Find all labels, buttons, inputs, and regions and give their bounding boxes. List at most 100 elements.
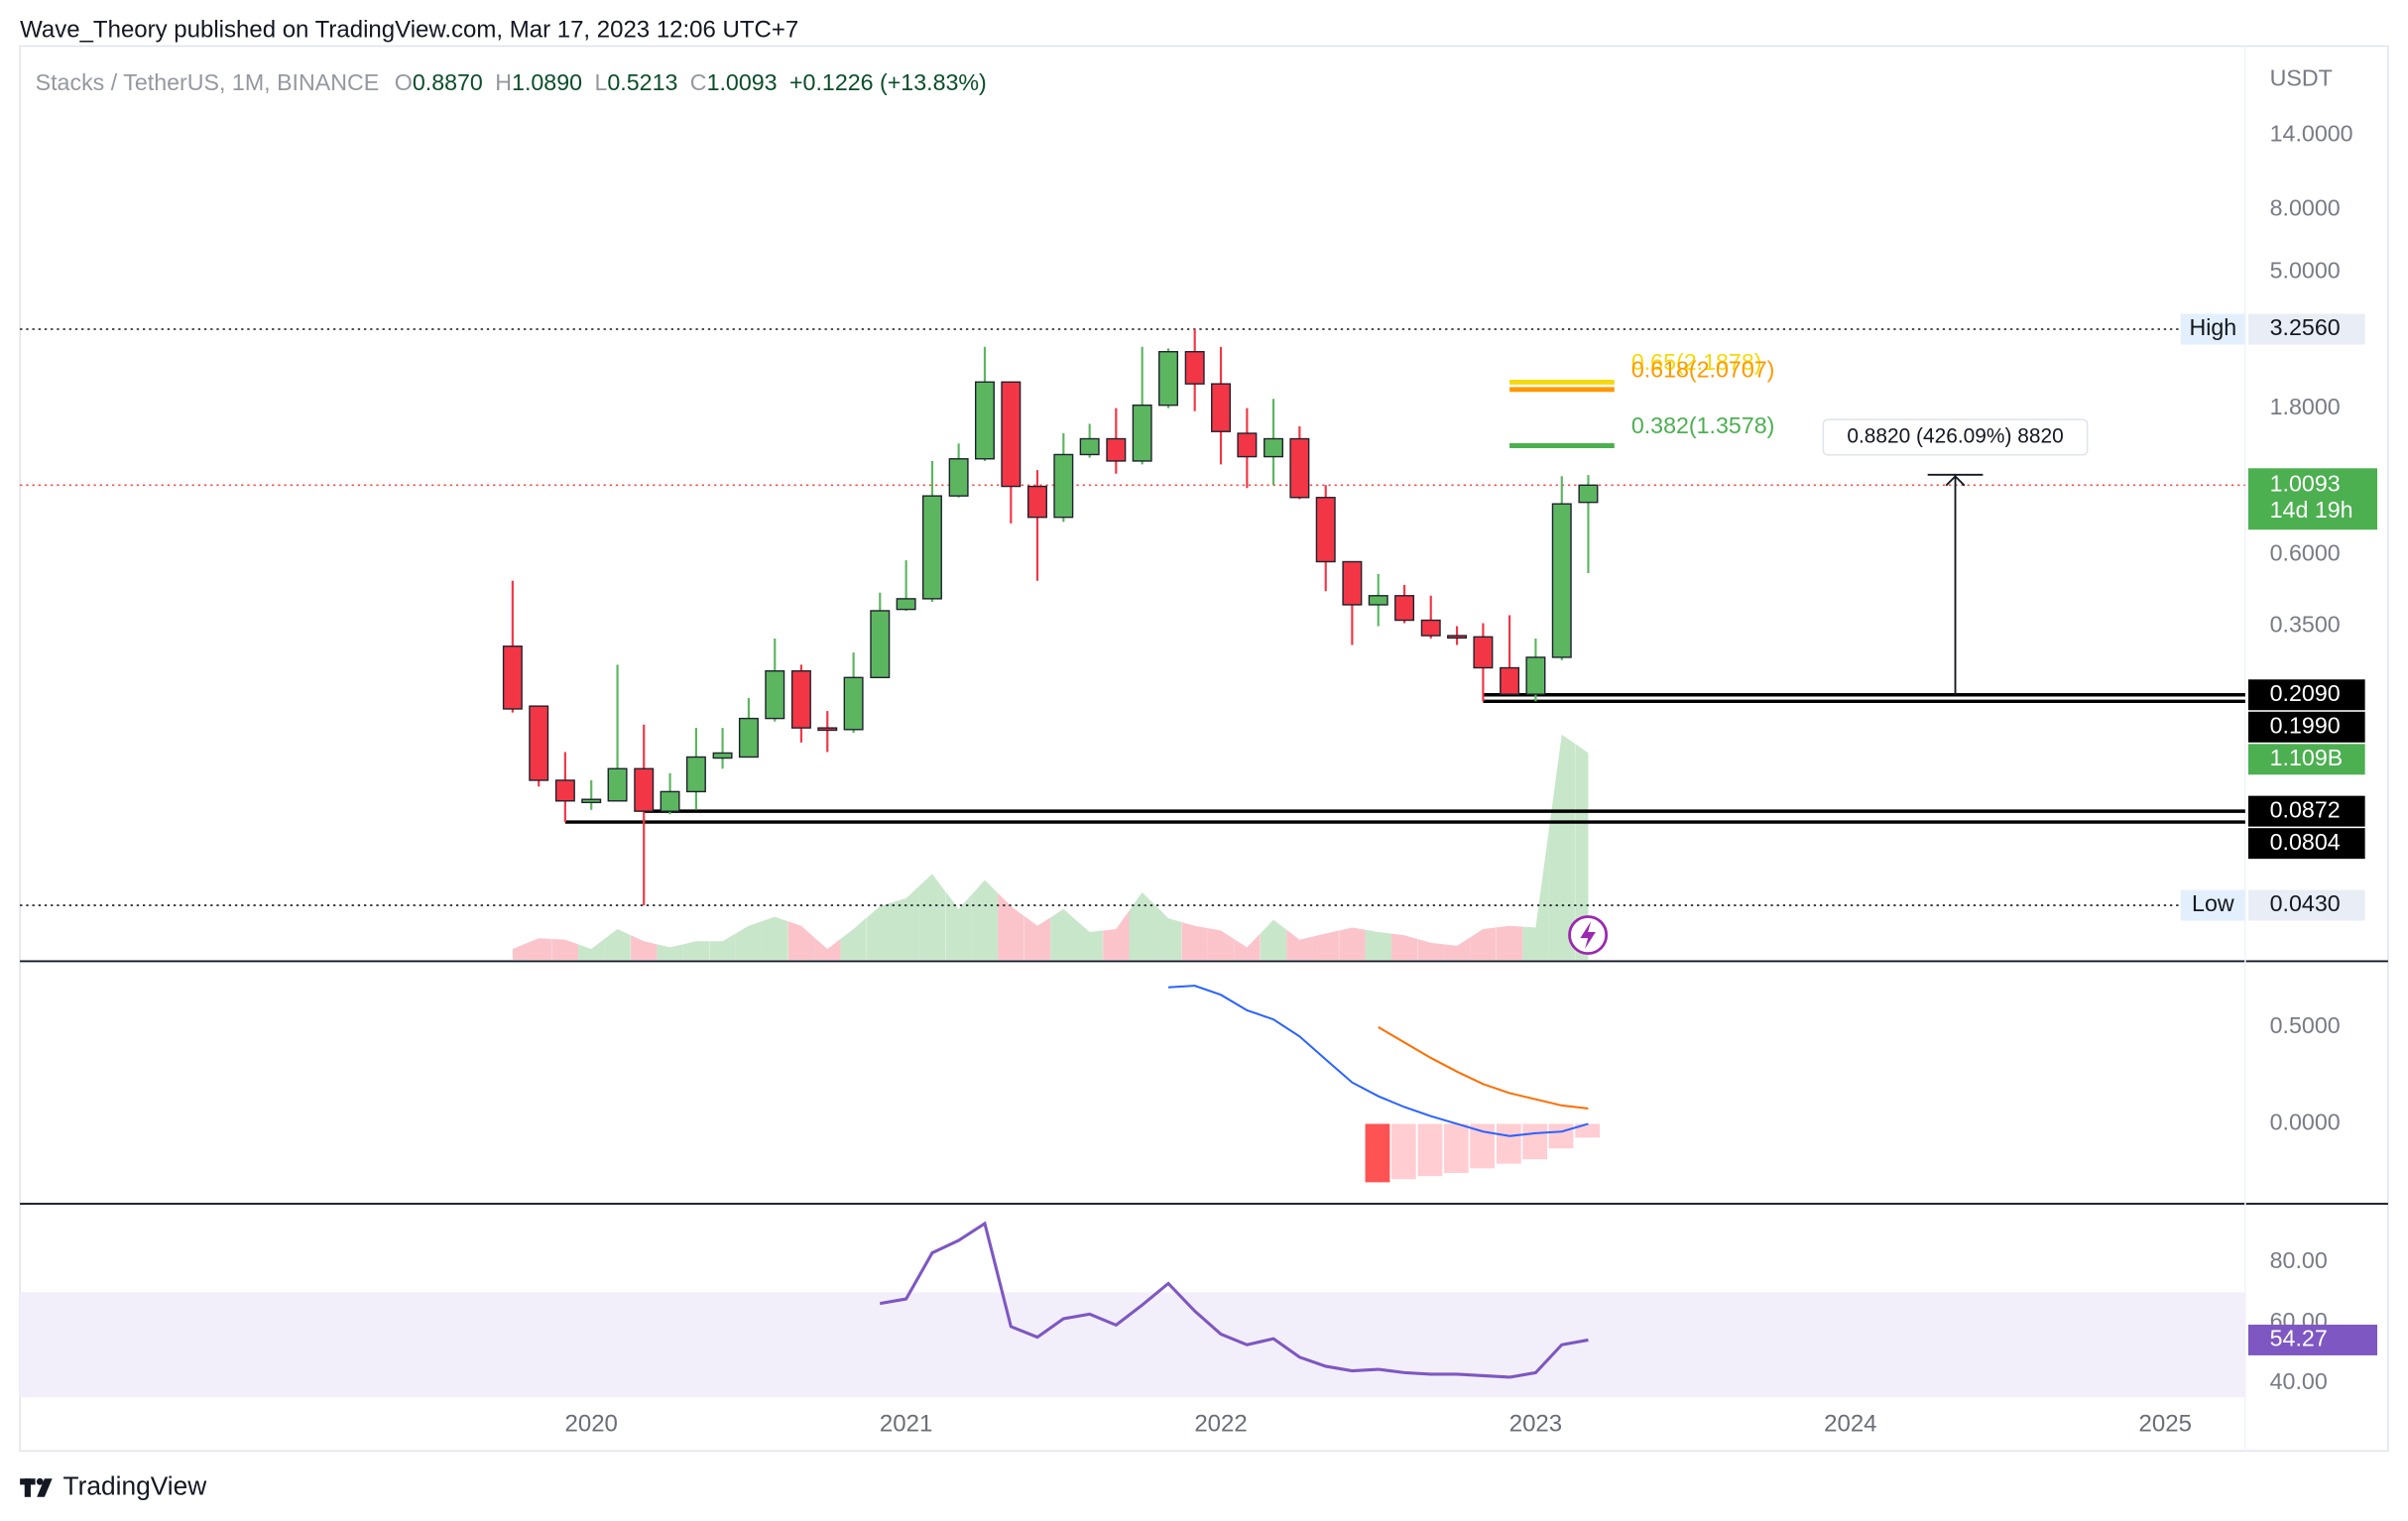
macd-histogram-bar <box>1417 1123 1443 1177</box>
volume-area <box>578 939 605 960</box>
footer-logo <box>20 1477 53 1497</box>
ohlc-value: 1.0890 <box>512 69 582 95</box>
volume-area <box>657 944 683 960</box>
event-bolt <box>1580 921 1596 949</box>
volume-area <box>893 885 919 960</box>
x-tick-label: 2023 <box>1509 1410 1562 1437</box>
level-name: Low <box>2192 890 2234 916</box>
ohlc-value: 0.8870 <box>413 69 483 95</box>
volume-area <box>1129 891 1155 960</box>
candle-body <box>1026 485 1047 519</box>
measure-arrow <box>1945 475 1966 487</box>
y-tick-label: 0.3500 <box>2270 612 2341 638</box>
x-tick-label: 2022 <box>1194 1410 1247 1437</box>
candle-body <box>634 767 655 812</box>
publisher: Wave_Theory published on TradingView.com… <box>20 16 798 43</box>
candle-body <box>1237 432 1258 458</box>
volume-area <box>945 891 972 960</box>
ohlc-key: O <box>395 69 413 95</box>
candle-body <box>1500 666 1520 695</box>
volume-area <box>1286 929 1313 960</box>
candle-body <box>921 495 942 600</box>
volume-area <box>971 879 999 960</box>
measure-label: 0.8820 (426.09%) 8820 <box>1847 424 2063 447</box>
brand: TradingView <box>62 1470 207 1500</box>
macd-histogram-bar <box>1390 1123 1416 1180</box>
macd-histogram-bar <box>1443 1123 1469 1174</box>
candle-body <box>581 798 602 804</box>
volume-area <box>735 921 763 960</box>
candle-body <box>660 790 680 812</box>
candle-body <box>948 458 969 497</box>
logo-part <box>24 1478 31 1497</box>
candle-body <box>843 676 864 731</box>
current-price-tag <box>2247 468 2378 530</box>
volume-area <box>1390 933 1418 960</box>
axis-unit: USDT <box>2270 65 2333 91</box>
candle-body <box>1079 437 1100 456</box>
volume-area <box>1417 939 1444 960</box>
fib-label: 0.65(2.1878) <box>1631 349 1762 375</box>
volume-area <box>526 938 552 960</box>
volume-area <box>1076 920 1103 960</box>
fib-label: 0.618(2.0707) <box>1631 356 1775 382</box>
ohlc-value: 1.0093 <box>707 69 778 95</box>
rsi-band <box>20 1292 2245 1398</box>
logo-part <box>36 1477 44 1485</box>
volume-area <box>1023 915 1051 960</box>
level-value-tag <box>2247 313 2365 345</box>
candle-body <box>1368 595 1388 606</box>
x-tick-label: 2021 <box>880 1410 932 1437</box>
macd-tick-label: 0.0000 <box>2270 1110 2341 1135</box>
volume-area <box>631 935 658 960</box>
volume-area <box>1312 930 1339 960</box>
volume-area <box>840 917 867 960</box>
ohlc-value: 0.5213 <box>607 69 677 95</box>
macd-line <box>1167 985 1589 1137</box>
volume-area <box>682 941 710 960</box>
price-tag <box>2247 795 2365 827</box>
volume-area <box>998 892 1024 960</box>
candle-body <box>1342 560 1363 606</box>
candle-body <box>1289 437 1310 499</box>
candle-body <box>1578 484 1599 504</box>
rsi-tag-label: 54.27 <box>2270 1326 2328 1351</box>
level-name: High <box>2189 314 2236 340</box>
price-tag <box>2247 744 2365 775</box>
candle-body <box>1053 453 1074 519</box>
candle-body <box>790 670 811 729</box>
y-tick-label: 8.0000 <box>2270 194 2341 220</box>
volume-layer <box>512 734 1589 960</box>
candle-body <box>1158 351 1179 407</box>
volume-area <box>1470 927 1497 960</box>
level-value-tag <box>2247 889 2365 921</box>
logo-part <box>37 1478 53 1497</box>
fib-label: 0.382(1.3578) <box>1631 412 1775 438</box>
candle-body <box>974 381 995 460</box>
candle-body <box>1001 381 1022 488</box>
x-tick-label: 2020 <box>565 1410 618 1437</box>
candle-body <box>870 610 891 679</box>
volume-area <box>551 938 579 960</box>
price-tag <box>2247 828 2365 860</box>
candle-body <box>1315 497 1336 563</box>
candle-body <box>529 705 549 781</box>
volume-area <box>762 916 788 960</box>
candle-body <box>712 752 733 760</box>
volume-area <box>1522 831 1549 960</box>
level-value: 0.0430 <box>2270 890 2341 916</box>
symbol-legend: Stacks / TetherUS, 1M, BINANCE O0.8870 H1.… <box>36 69 987 95</box>
y-tick-label: 5.0000 <box>2270 258 2341 284</box>
candle-body <box>1551 503 1572 658</box>
candle-body <box>554 779 575 802</box>
level-name-tag <box>2180 889 2245 921</box>
candle-body <box>607 767 628 802</box>
candle-body <box>1394 595 1415 622</box>
x-tick-label: 2025 <box>2139 1410 2192 1437</box>
ohlc-key: C <box>690 69 707 95</box>
candle-body <box>1184 351 1205 385</box>
macd-histogram-bar <box>1548 1123 1574 1149</box>
volume-area <box>1548 734 1575 960</box>
y-tick-label: 14.0000 <box>2270 120 2353 146</box>
candle-body <box>1264 437 1284 458</box>
